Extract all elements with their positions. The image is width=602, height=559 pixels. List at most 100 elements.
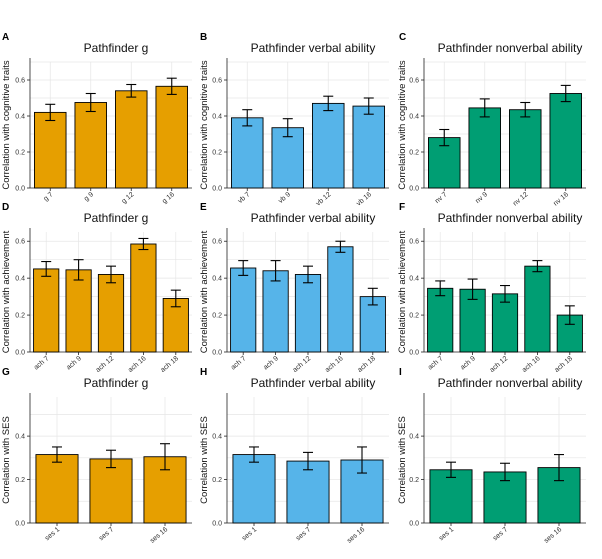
y-tick-label: 0.4 [409,276,419,283]
bar [130,243,157,353]
x-tick-label: ach 12 [95,355,116,374]
x-tick-label: ses 7 [98,526,115,542]
x-tick-label: ach 12 [489,355,510,374]
bar [89,458,133,524]
x-tick-label: ach 9 [65,355,83,371]
panel-i: I Pathfinder nonverbal ability Correlation… [397,367,586,545]
y-tick-label: 0.4 [15,434,25,441]
y-tick-label: 0.6 [409,78,419,85]
panel-letter: B [200,32,207,43]
panel-title: Pathfinder verbal ability [251,211,376,225]
y-tick-label: 0.6 [15,239,25,246]
panel-b: B Pathfinder verbal ability Correlation wi… [199,32,389,208]
y-tick-label: 0.0 [409,350,419,357]
bar [230,267,257,353]
x-tick-label: ses 1 [241,526,258,542]
x-tick-label: g 7 [43,191,55,203]
y-tick-label: 0.2 [212,150,222,157]
panel-letter: H [200,367,207,378]
x-tick-label: ach 18 [553,355,574,374]
panel-letter: F [399,202,405,213]
bar [74,102,107,189]
x-tick-label: nv 12 [512,191,530,207]
bar [65,269,92,353]
panel-c: C Pathfinder nonverbal ability Correlation… [397,32,586,208]
y-tick-label: 0.2 [212,313,222,320]
panel-title: Pathfinder verbal ability [251,376,376,390]
x-tick-label: vb 7 [237,191,252,205]
x-tick-label: ach 16 [521,355,542,374]
bar [427,287,454,353]
y-axis-label: Correlation with cognitive traits [199,60,210,190]
y-tick-label: 0.2 [409,150,419,157]
y-tick-label: 0.6 [212,78,222,85]
y-axis-label: Correlation with SES [199,416,210,504]
bar [286,460,330,524]
y-tick-label: 0.0 [409,186,419,193]
x-tick-label: vb 16 [355,191,373,207]
y-tick-label: 0.6 [15,78,25,85]
x-tick-label: ach 18 [356,355,377,374]
bar [491,293,519,353]
y-tick-label: 0.2 [409,477,419,484]
y-axis-label: Correlation with cognitive traits [1,60,12,190]
x-tick-label: ach 7 [427,355,445,371]
x-tick-label: ach 9 [459,355,477,371]
x-tick-label: ach 18 [159,355,180,374]
x-tick-label: ach 7 [230,355,248,371]
y-tick-label: 0.2 [409,313,419,320]
y-tick-label: 0.4 [212,114,222,121]
y-tick-label: 0.6 [212,239,222,246]
x-tick-label: ach 9 [262,355,280,371]
y-axis-label: Correlation with cognitive traits [397,60,408,190]
panel-title: Pathfinder nonverbal ability [438,41,583,55]
y-tick-label: 0.0 [212,186,222,193]
bar [549,93,582,189]
x-tick-label: ses 16 [543,526,563,545]
panel-f: F Pathfinder nonverbal ability Correlation… [397,202,586,374]
x-tick-label: nv 7 [434,191,449,205]
y-tick-label: 0.4 [15,114,25,121]
x-tick-label: nv 16 [552,191,570,207]
x-tick-label: ach 12 [292,355,313,374]
y-axis-label: Correlation with achievement [1,230,12,353]
panel-title: Pathfinder g [84,41,149,55]
panel-letter: D [2,202,9,213]
y-tick-label: 0.2 [212,477,222,484]
panel-title: Pathfinder nonverbal ability [438,376,583,390]
panel-title: Pathfinder nonverbal ability [438,211,583,225]
bar [352,105,385,189]
y-tick-label: 0.4 [409,434,419,441]
x-tick-label: ach 16 [127,355,148,374]
x-tick-label: ses 7 [492,526,509,542]
y-tick-label: 0.0 [409,521,419,528]
y-axis-label: Correlation with SES [1,416,12,504]
panel-title: Pathfinder verbal ability [251,41,376,55]
y-tick-label: 0.2 [15,150,25,157]
panel-h: H Pathfinder verbal ability Correlation wi… [199,367,389,545]
panel-title: Pathfinder g [84,211,149,225]
y-tick-label: 0.0 [212,521,222,528]
panel-g: G Pathfinder g Correlation with SES 0.0 0.2 0… [1,367,192,545]
bar [294,274,322,353]
bar [312,102,345,189]
bar [524,265,551,353]
y-tick-label: 0.2 [15,313,25,320]
bar [232,454,276,524]
x-tick-label: g 12 [121,191,136,205]
panel-letter: I [399,367,402,378]
x-tick-label: ses 16 [149,526,169,545]
x-tick-label: ach 16 [324,355,345,374]
panel-e: E Pathfinder verbal ability Correlation wi… [199,202,389,374]
y-tick-label: 0.2 [15,477,25,484]
panel-letter: A [2,32,9,43]
bar [509,109,542,189]
x-tick-label: g 16 [161,191,176,205]
panel-letter: E [200,202,207,213]
panel-d: D Pathfinder g Correlation with achievemen… [1,202,192,374]
y-tick-label: 0.4 [212,276,222,283]
x-tick-label: ses 7 [295,526,312,542]
y-tick-label: 0.6 [409,239,419,246]
bar [34,111,67,189]
